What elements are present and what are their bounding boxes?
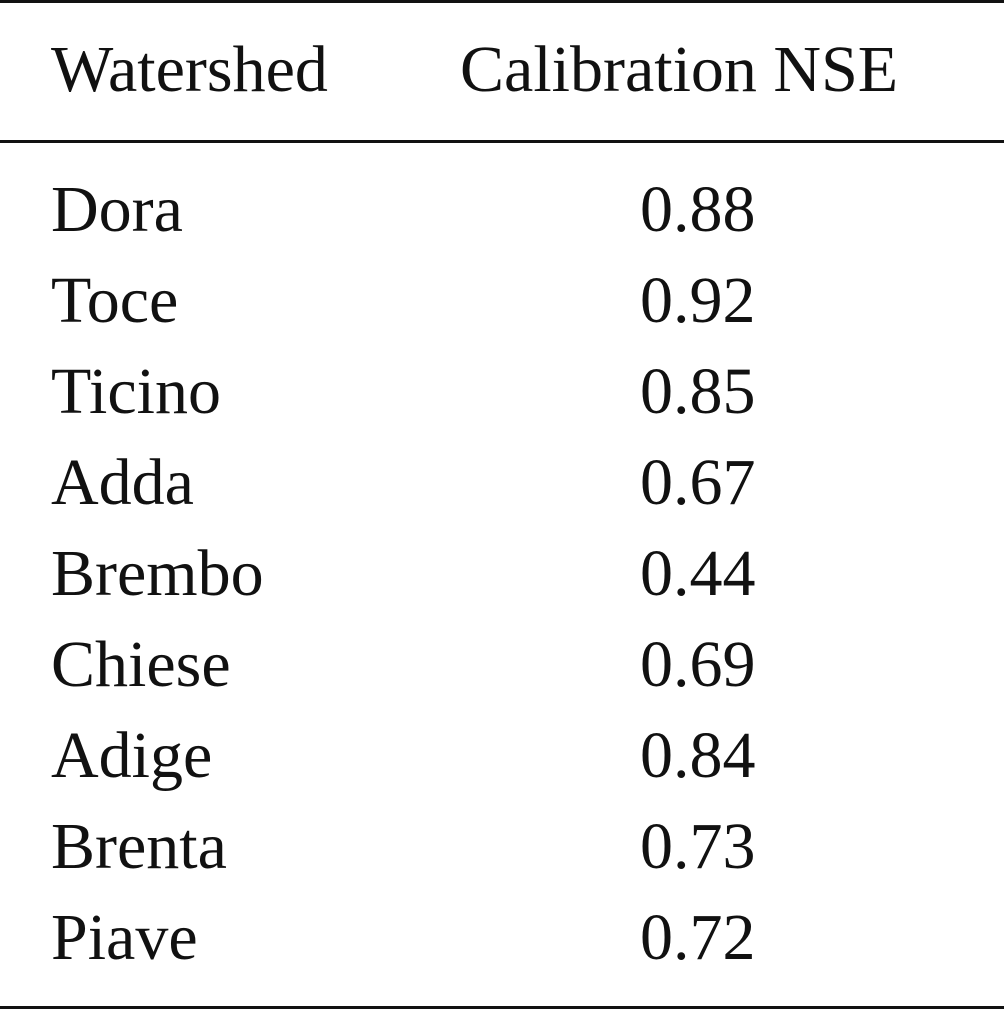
watershed-cell: Adda	[51, 446, 194, 519]
watershed-cell: Brenta	[51, 810, 227, 883]
nse-cell: 0.67	[640, 446, 756, 519]
table-row: Chiese 0.69	[0, 619, 1004, 710]
bottom-rule	[0, 1006, 1004, 1009]
table-row: Toce 0.92	[0, 255, 1004, 346]
nse-cell: 0.73	[640, 810, 756, 883]
table-row: Brenta 0.73	[0, 801, 1004, 892]
table-row: Dora 0.88	[0, 164, 1004, 255]
header-rule	[0, 140, 1004, 143]
nse-cell: 0.88	[640, 173, 756, 246]
table-row: Ticino 0.85	[0, 346, 1004, 437]
nse-cell: 0.72	[640, 901, 756, 974]
watershed-cell: Brembo	[51, 537, 264, 610]
watershed-cell: Toce	[51, 264, 179, 337]
watershed-cell: Ticino	[51, 355, 221, 428]
nse-cell: 0.85	[640, 355, 756, 428]
watershed-cell: Dora	[51, 173, 183, 246]
watershed-cell: Adige	[51, 719, 213, 792]
nse-cell: 0.92	[640, 264, 756, 337]
table-header-row: Watershed Calibration NSE	[0, 20, 1004, 120]
table-body: Dora 0.88 Toce 0.92 Ticino 0.85 Adda 0.6…	[0, 164, 1004, 983]
table-row: Piave 0.72	[0, 892, 1004, 983]
header-calibration-nse: Calibration NSE	[460, 33, 899, 106]
nse-cell: 0.44	[640, 537, 756, 610]
table-row: Adige 0.84	[0, 710, 1004, 801]
nse-cell: 0.69	[640, 628, 756, 701]
watershed-cell: Chiese	[51, 628, 231, 701]
nse-cell: 0.84	[640, 719, 756, 792]
top-rule	[0, 0, 1004, 3]
watershed-cell: Piave	[51, 901, 198, 974]
header-watershed: Watershed	[51, 33, 328, 106]
table-row: Brembo 0.44	[0, 528, 1004, 619]
table-row: Adda 0.67	[0, 437, 1004, 528]
